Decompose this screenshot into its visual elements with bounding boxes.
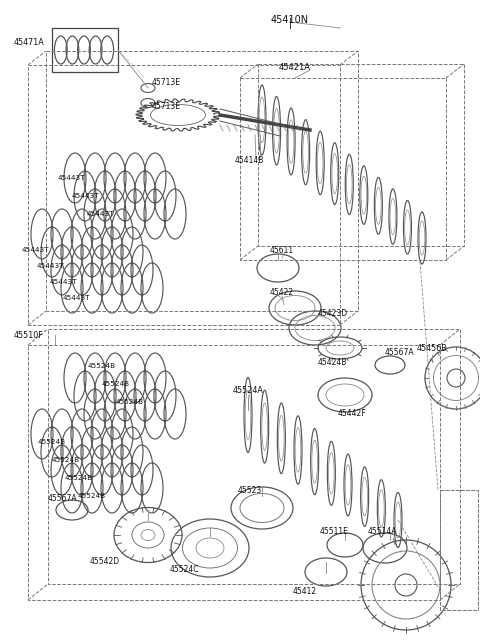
Text: 45524B: 45524B xyxy=(116,399,144,405)
Text: 45443T: 45443T xyxy=(37,263,64,269)
Text: 45456B: 45456B xyxy=(417,344,447,353)
Text: 45443T: 45443T xyxy=(58,175,85,181)
Text: 45524B: 45524B xyxy=(102,381,130,387)
Text: 45524A: 45524A xyxy=(233,385,264,394)
Text: 45611: 45611 xyxy=(270,246,294,254)
Text: 45443T: 45443T xyxy=(87,211,115,217)
Text: 45424B: 45424B xyxy=(318,358,348,367)
Text: 45421A: 45421A xyxy=(279,63,311,72)
Text: 45471A: 45471A xyxy=(14,38,45,47)
Text: 45423D: 45423D xyxy=(318,308,348,317)
Text: 45713E: 45713E xyxy=(152,78,181,87)
Text: 45414B: 45414B xyxy=(235,156,264,165)
Text: 45713E: 45713E xyxy=(152,101,181,110)
Text: 45510F: 45510F xyxy=(14,331,44,340)
Text: 45511E: 45511E xyxy=(320,528,349,537)
Text: 45524B: 45524B xyxy=(78,493,106,499)
Text: 45523: 45523 xyxy=(238,485,262,494)
Text: 45567A: 45567A xyxy=(48,494,78,503)
Text: 45514A: 45514A xyxy=(368,528,397,537)
Text: 45412: 45412 xyxy=(293,588,317,597)
Text: 45410N: 45410N xyxy=(271,15,309,25)
Text: 45443T: 45443T xyxy=(50,279,77,285)
Text: 45524B: 45524B xyxy=(38,439,66,445)
Text: 45443T: 45443T xyxy=(72,193,99,199)
Text: 45524B: 45524B xyxy=(88,363,116,369)
Text: 45422: 45422 xyxy=(270,288,294,297)
Text: 45567A: 45567A xyxy=(385,347,415,356)
Text: 45524B: 45524B xyxy=(65,475,93,481)
Text: 45524B: 45524B xyxy=(52,457,80,463)
Text: 45524C: 45524C xyxy=(170,565,200,574)
Text: 45443T: 45443T xyxy=(22,247,49,253)
Text: 45542D: 45542D xyxy=(90,558,120,567)
Text: 45442F: 45442F xyxy=(338,408,367,417)
Text: 45443T: 45443T xyxy=(63,295,91,301)
